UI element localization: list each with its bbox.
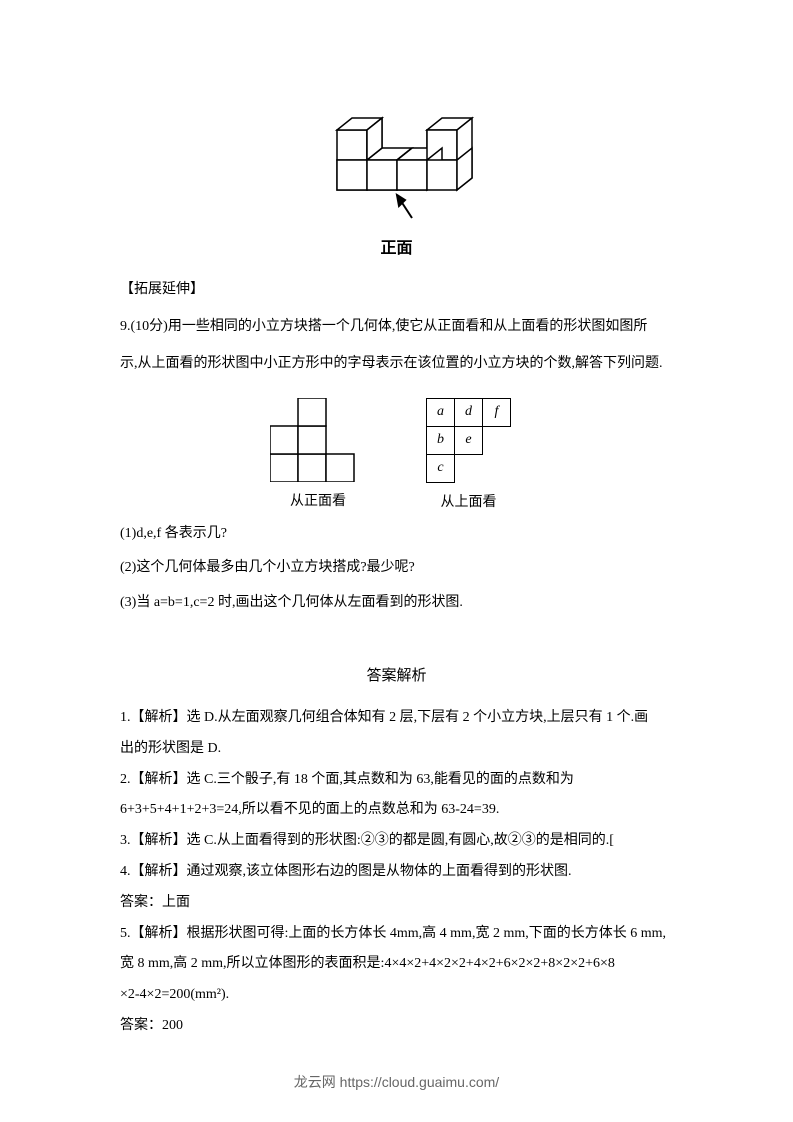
front-view-svg (270, 398, 366, 482)
answer-3: 3.【解析】选 C.从上面看得到的形状图:②③的都是圆,有圆心,故②③的是相同的… (120, 826, 673, 857)
top-view-label: 从上面看 (426, 491, 511, 511)
grid-cell: f (483, 398, 511, 426)
answer-5-l4: 答案：200 (120, 1011, 673, 1042)
views-row: 从正面看 a d f b e c 从上面看 (270, 398, 673, 511)
grid-cell: a (427, 398, 455, 426)
sub-question-3: (3)当 a=b=1,c=2 时,画出这个几何体从左面看到的形状图. (120, 588, 673, 619)
grid-cell-empty (483, 454, 511, 482)
answer-5-l3: ×2-4×2=200(mm²). (120, 980, 673, 1011)
grid-cell-empty (483, 426, 511, 454)
cube-3d-figure: 正面 (120, 90, 673, 258)
answer-2-l1: 2.【解析】选 C.三个骰子,有 18 个面,其点数和为 63,能看见的面的点数… (120, 765, 673, 796)
answer-2-l2: 6+3+5+4+1+2+3=24,所以看不见的面上的点数总和为 63-24=39… (120, 795, 673, 826)
front-view-label: 从正面看 (270, 490, 366, 510)
sub-question-1: (1)d,e,f 各表示几? (120, 519, 673, 550)
grid-cell: c (427, 454, 455, 482)
grid-cell: b (427, 426, 455, 454)
section-heading: 【拓展延伸】 (120, 278, 673, 298)
answer-4-l1: 4.【解析】通过观察,该立体图形右边的图是从物体的上面看得到的形状图. (120, 857, 673, 888)
grid-cell-empty (455, 454, 483, 482)
grid-cell: e (455, 426, 483, 454)
cube-front-label: 正面 (120, 234, 673, 258)
top-view-grid: a d f b e c (426, 398, 511, 483)
grid-cell: d (455, 398, 483, 426)
answer-4-l2: 答案：上面 (120, 888, 673, 919)
answer-1-l2: 出的形状图是 D. (120, 734, 673, 765)
sub-question-2: (2)这个几何体最多由几个小立方块搭成?最少呢? (120, 553, 673, 584)
answer-5-l2: 宽 8 mm,高 2 mm,所以立体图形的表面积是:4×4×2+4×2×2+4×… (120, 949, 673, 980)
answer-5-l1: 5.【解析】根据形状图可得:上面的长方体长 4mm,高 4 mm,宽 2 mm,… (120, 919, 673, 950)
problem9-line2: 示,从上面看的形状图中小正方形中的字母表示在该位置的小立方块的个数,解答下列问题… (120, 349, 673, 380)
page-footer: 龙云网 https://cloud.guaimu.com/ (0, 1072, 793, 1092)
top-view-block: a d f b e c 从上面看 (426, 398, 511, 511)
front-view-block: 从正面看 (270, 398, 366, 511)
answer-1-l1: 1.【解析】选 D.从左面观察几何组合体知有 2 层,下层有 2 个小立方块,上… (120, 703, 673, 734)
answers-title: 答案解析 (120, 664, 673, 685)
cube-svg (317, 90, 477, 230)
problem9-line1: 9.(10分)用一些相同的小立方块搭一个几何体,使它从正面看和从上面看的形状图如… (120, 312, 673, 343)
